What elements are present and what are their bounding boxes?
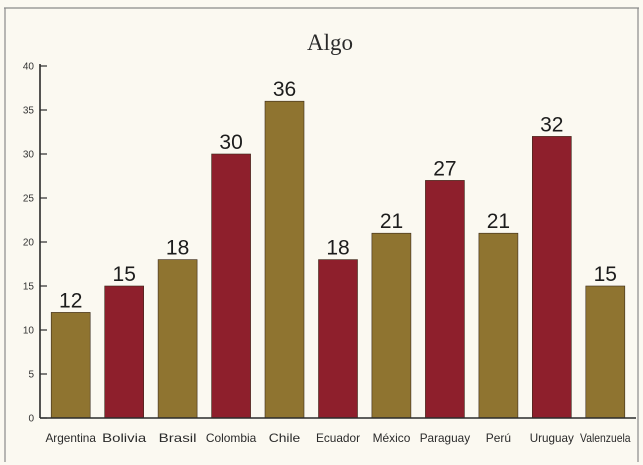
- bar: [211, 153, 251, 419]
- bar: [318, 259, 358, 419]
- bar: [157, 259, 198, 419]
- y-tick-label: 25: [23, 194, 35, 205]
- x-tick-label: Uruguay: [530, 431, 574, 445]
- data-label: 18: [326, 237, 349, 260]
- y-tick-label: 10: [23, 326, 35, 337]
- axis-layer: 0 5 10 15 20 25 30 35 40: [23, 62, 636, 425]
- y-tick-label: 5: [28, 370, 34, 381]
- bar: [478, 232, 519, 419]
- bar: [425, 180, 465, 419]
- data-label: 18: [166, 237, 189, 260]
- data-label: 21: [487, 210, 510, 233]
- data-label: 30: [219, 131, 242, 154]
- bar: [104, 285, 144, 419]
- y-tick-label: 20: [23, 238, 35, 249]
- bars-layer: 12 Argentina 15 Bolivia 18 Brasil 30 Colombia 36…: [45, 78, 630, 445]
- data-label: 15: [113, 263, 136, 286]
- y-tick-label: 40: [23, 62, 35, 73]
- data-label: 32: [540, 113, 563, 136]
- data-label: 15: [594, 263, 617, 286]
- x-tick-label: Perú: [486, 431, 511, 445]
- data-label: 12: [59, 289, 82, 312]
- y-tick-label: 15: [23, 282, 35, 293]
- bar: [585, 285, 626, 419]
- data-label: 21: [380, 210, 403, 233]
- y-tick-label: 0: [28, 414, 34, 425]
- x-tick-label: Paraguay: [420, 431, 470, 445]
- x-tick-label: Bolivia: [102, 431, 146, 445]
- bar: [264, 100, 305, 419]
- x-tick-label: Ecuador: [316, 431, 360, 445]
- bar: [371, 232, 412, 419]
- x-tick-label: Argentina: [45, 431, 96, 445]
- x-tick-label: Brasil: [159, 431, 197, 445]
- x-tick-label: México: [373, 431, 411, 445]
- bar: [531, 136, 572, 419]
- x-tick-label: Chile: [269, 431, 301, 445]
- y-tick-label: 30: [23, 150, 35, 161]
- chart-title: Algo: [307, 30, 353, 55]
- bar: [50, 312, 91, 419]
- data-label: 36: [273, 78, 296, 101]
- data-label: 27: [433, 157, 456, 180]
- x-tick-label: Valenzuela: [580, 431, 631, 445]
- y-tick-label: 35: [23, 106, 35, 117]
- x-tick-label: Colombia: [206, 431, 257, 445]
